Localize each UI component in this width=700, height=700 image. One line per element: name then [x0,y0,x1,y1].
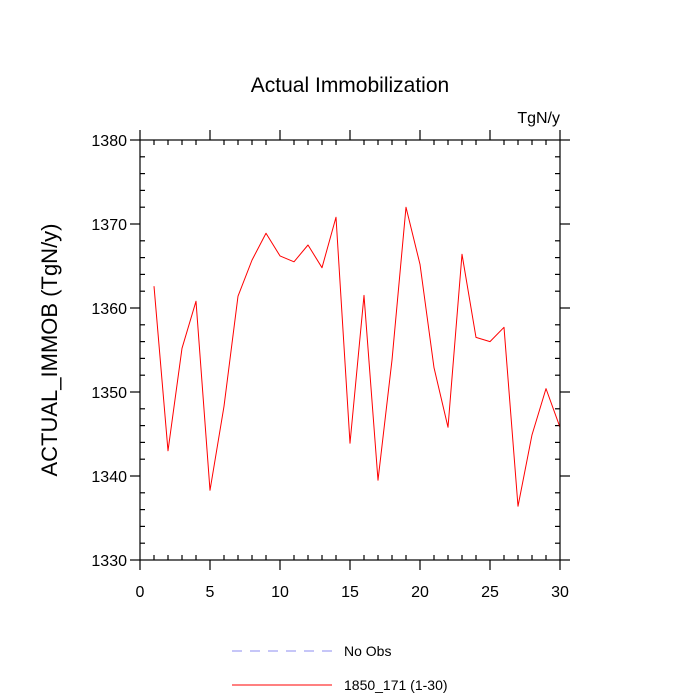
legend: No Obs 1850_171 (1-30) [232,643,448,693]
y-tick-label: 1330 [91,553,127,570]
series-line-1850-171-1-30- [153,206,561,507]
y-tick-label: 1360 [91,301,127,318]
x-tick-label: 30 [551,584,569,601]
x-tick-label: 0 [136,584,145,601]
legend-label-no-obs: No Obs [344,643,391,659]
units-label: TgN/y [517,110,560,127]
x-tick-label: 25 [481,584,499,601]
x-tick-label: 20 [411,584,429,601]
legend-label-1850-171: 1850_171 (1-30) [344,677,448,693]
y-tick-label: 1340 [91,469,127,486]
plot-frame [139,139,561,561]
y-tick-label: 1370 [91,217,127,234]
y-tick-label: 1350 [91,385,127,402]
y-tick-label: 1380 [91,133,127,150]
axis-ticks [130,130,570,570]
x-tick-label: 5 [206,584,215,601]
x-tick-label: 15 [341,584,359,601]
chart-title: Actual Immobilization [251,74,449,97]
y-axis-label: ACTUAL_IMMOB (TgN/y) [37,223,62,476]
x-tick-label: 10 [271,584,289,601]
axis-tick-labels: 0 5 10 15 20 25 30 1330 1340 1350 1360 1370 1380 [91,133,569,601]
series-layer [153,206,561,507]
